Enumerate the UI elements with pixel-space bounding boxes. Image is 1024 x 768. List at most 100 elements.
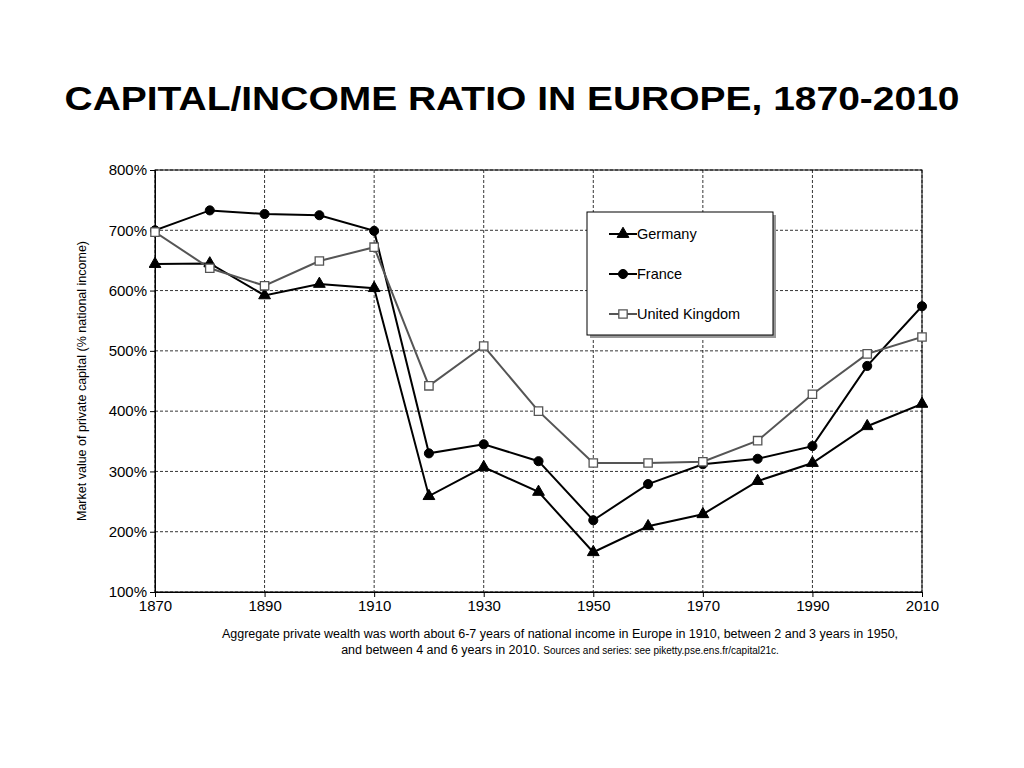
y-tick-label: 500% <box>109 342 147 359</box>
series-marker <box>699 458 707 466</box>
series-marker <box>151 228 159 236</box>
chart: CAPITAL/INCOME RATIO IN EUROPE, 1870-201… <box>0 0 1024 768</box>
y-tick-label: 300% <box>109 463 147 480</box>
caption: Aggregate private wealth was worth about… <box>222 627 898 641</box>
series-marker <box>918 333 926 341</box>
series-marker <box>479 440 488 449</box>
y-tick-label: 700% <box>109 222 147 239</box>
series-marker <box>642 519 654 529</box>
y-tick-mark <box>150 411 155 412</box>
legend-label: Germany <box>637 226 697 242</box>
x-tick-label: 1990 <box>796 597 829 614</box>
series-marker <box>644 459 652 467</box>
markers <box>149 206 928 556</box>
series-marker <box>587 545 599 555</box>
y-tick-mark <box>150 532 155 533</box>
x-tick-label: 1970 <box>687 597 720 614</box>
series-line <box>155 232 922 463</box>
y-tick: 300% <box>109 463 155 480</box>
series-marker <box>589 459 597 467</box>
x-tick-label: 2010 <box>906 597 939 614</box>
series-marker <box>807 456 819 466</box>
series-marker <box>863 350 871 358</box>
series-marker <box>752 474 764 484</box>
series-marker <box>917 302 926 311</box>
series-marker <box>534 407 542 415</box>
y-tick-mark <box>150 170 155 171</box>
grid <box>155 170 922 592</box>
series-marker <box>424 449 433 458</box>
x-grid-line <box>264 170 265 592</box>
series-marker <box>589 516 598 525</box>
series-marker <box>534 457 543 466</box>
y-tick: 100% <box>109 583 155 600</box>
series-marker <box>753 454 762 463</box>
x-tick: 1930 <box>468 592 501 614</box>
series-marker <box>644 480 653 489</box>
y-tick-label: 800% <box>109 161 147 178</box>
legend-box <box>587 212 773 335</box>
series-marker <box>423 489 435 499</box>
series-marker <box>149 257 161 267</box>
plot-background <box>155 170 922 592</box>
y-grid-line <box>155 471 922 472</box>
y-grid-line <box>155 290 922 291</box>
series-marker <box>315 211 324 220</box>
series-marker <box>368 281 380 291</box>
lines <box>155 210 922 552</box>
x-tick-label: 1910 <box>358 597 391 614</box>
y-tick: 800% <box>109 161 155 178</box>
x-tick: 1950 <box>577 592 610 614</box>
caption-line: Aggregate private wealth was worth about… <box>222 627 898 641</box>
x-grid-line <box>483 170 484 592</box>
title: CAPITAL/INCOME RATIO IN EUROPE, 1870-201… <box>65 79 960 117</box>
legend-label: France <box>637 266 682 282</box>
legend-label: United Kingdom <box>637 306 740 322</box>
y-tick-label: 100% <box>109 583 147 600</box>
y-grid-line <box>155 531 922 532</box>
y-tick-label: 600% <box>109 282 147 299</box>
series-marker <box>313 277 325 287</box>
series-marker <box>205 206 214 215</box>
legend-marker <box>617 227 629 237</box>
y-tick-mark <box>150 351 155 352</box>
y-grid-line <box>155 230 922 231</box>
series-marker <box>863 361 872 370</box>
x-tick: 1910 <box>358 592 391 614</box>
x-tick-label: 1950 <box>577 597 610 614</box>
legend-marker <box>618 269 627 278</box>
series-line <box>155 210 922 520</box>
series-marker <box>370 243 378 251</box>
series-line <box>155 263 922 552</box>
legend-item: Germany <box>609 226 697 242</box>
x-tick: 1990 <box>796 592 829 614</box>
x-tick: 1970 <box>687 592 720 614</box>
y-tick-label: 200% <box>109 523 147 540</box>
series-marker <box>753 436 761 444</box>
series-marker <box>697 507 709 517</box>
caption-line: and between 4 and 6 years in 2010. <box>341 643 543 657</box>
x-tick: 2010 <box>906 592 939 614</box>
series-marker <box>808 390 816 398</box>
y-tick: 500% <box>109 342 155 359</box>
x-tick-label: 1930 <box>468 597 501 614</box>
source-note: Sources and series: see piketty.pse.ens.… <box>543 645 779 656</box>
plot-frame <box>155 170 922 592</box>
series-marker <box>916 397 928 407</box>
y-grid-line <box>155 350 922 351</box>
y-tick-mark <box>150 471 155 472</box>
y-tick-label: 400% <box>109 402 147 419</box>
series-marker <box>260 282 268 290</box>
y-tick: 700% <box>109 222 155 239</box>
series-marker <box>315 257 323 265</box>
series-marker <box>480 342 488 350</box>
x-tick-label: 1890 <box>248 597 281 614</box>
legend-item: France <box>609 266 682 282</box>
y-tick: 600% <box>109 282 155 299</box>
y-axis-title: Market value of private capital (% natio… <box>75 241 89 521</box>
series-marker <box>425 382 433 390</box>
y-tick: 200% <box>109 523 155 540</box>
series-marker <box>861 419 873 429</box>
legend-marker <box>619 310 627 318</box>
x-tick: 1890 <box>248 592 281 614</box>
